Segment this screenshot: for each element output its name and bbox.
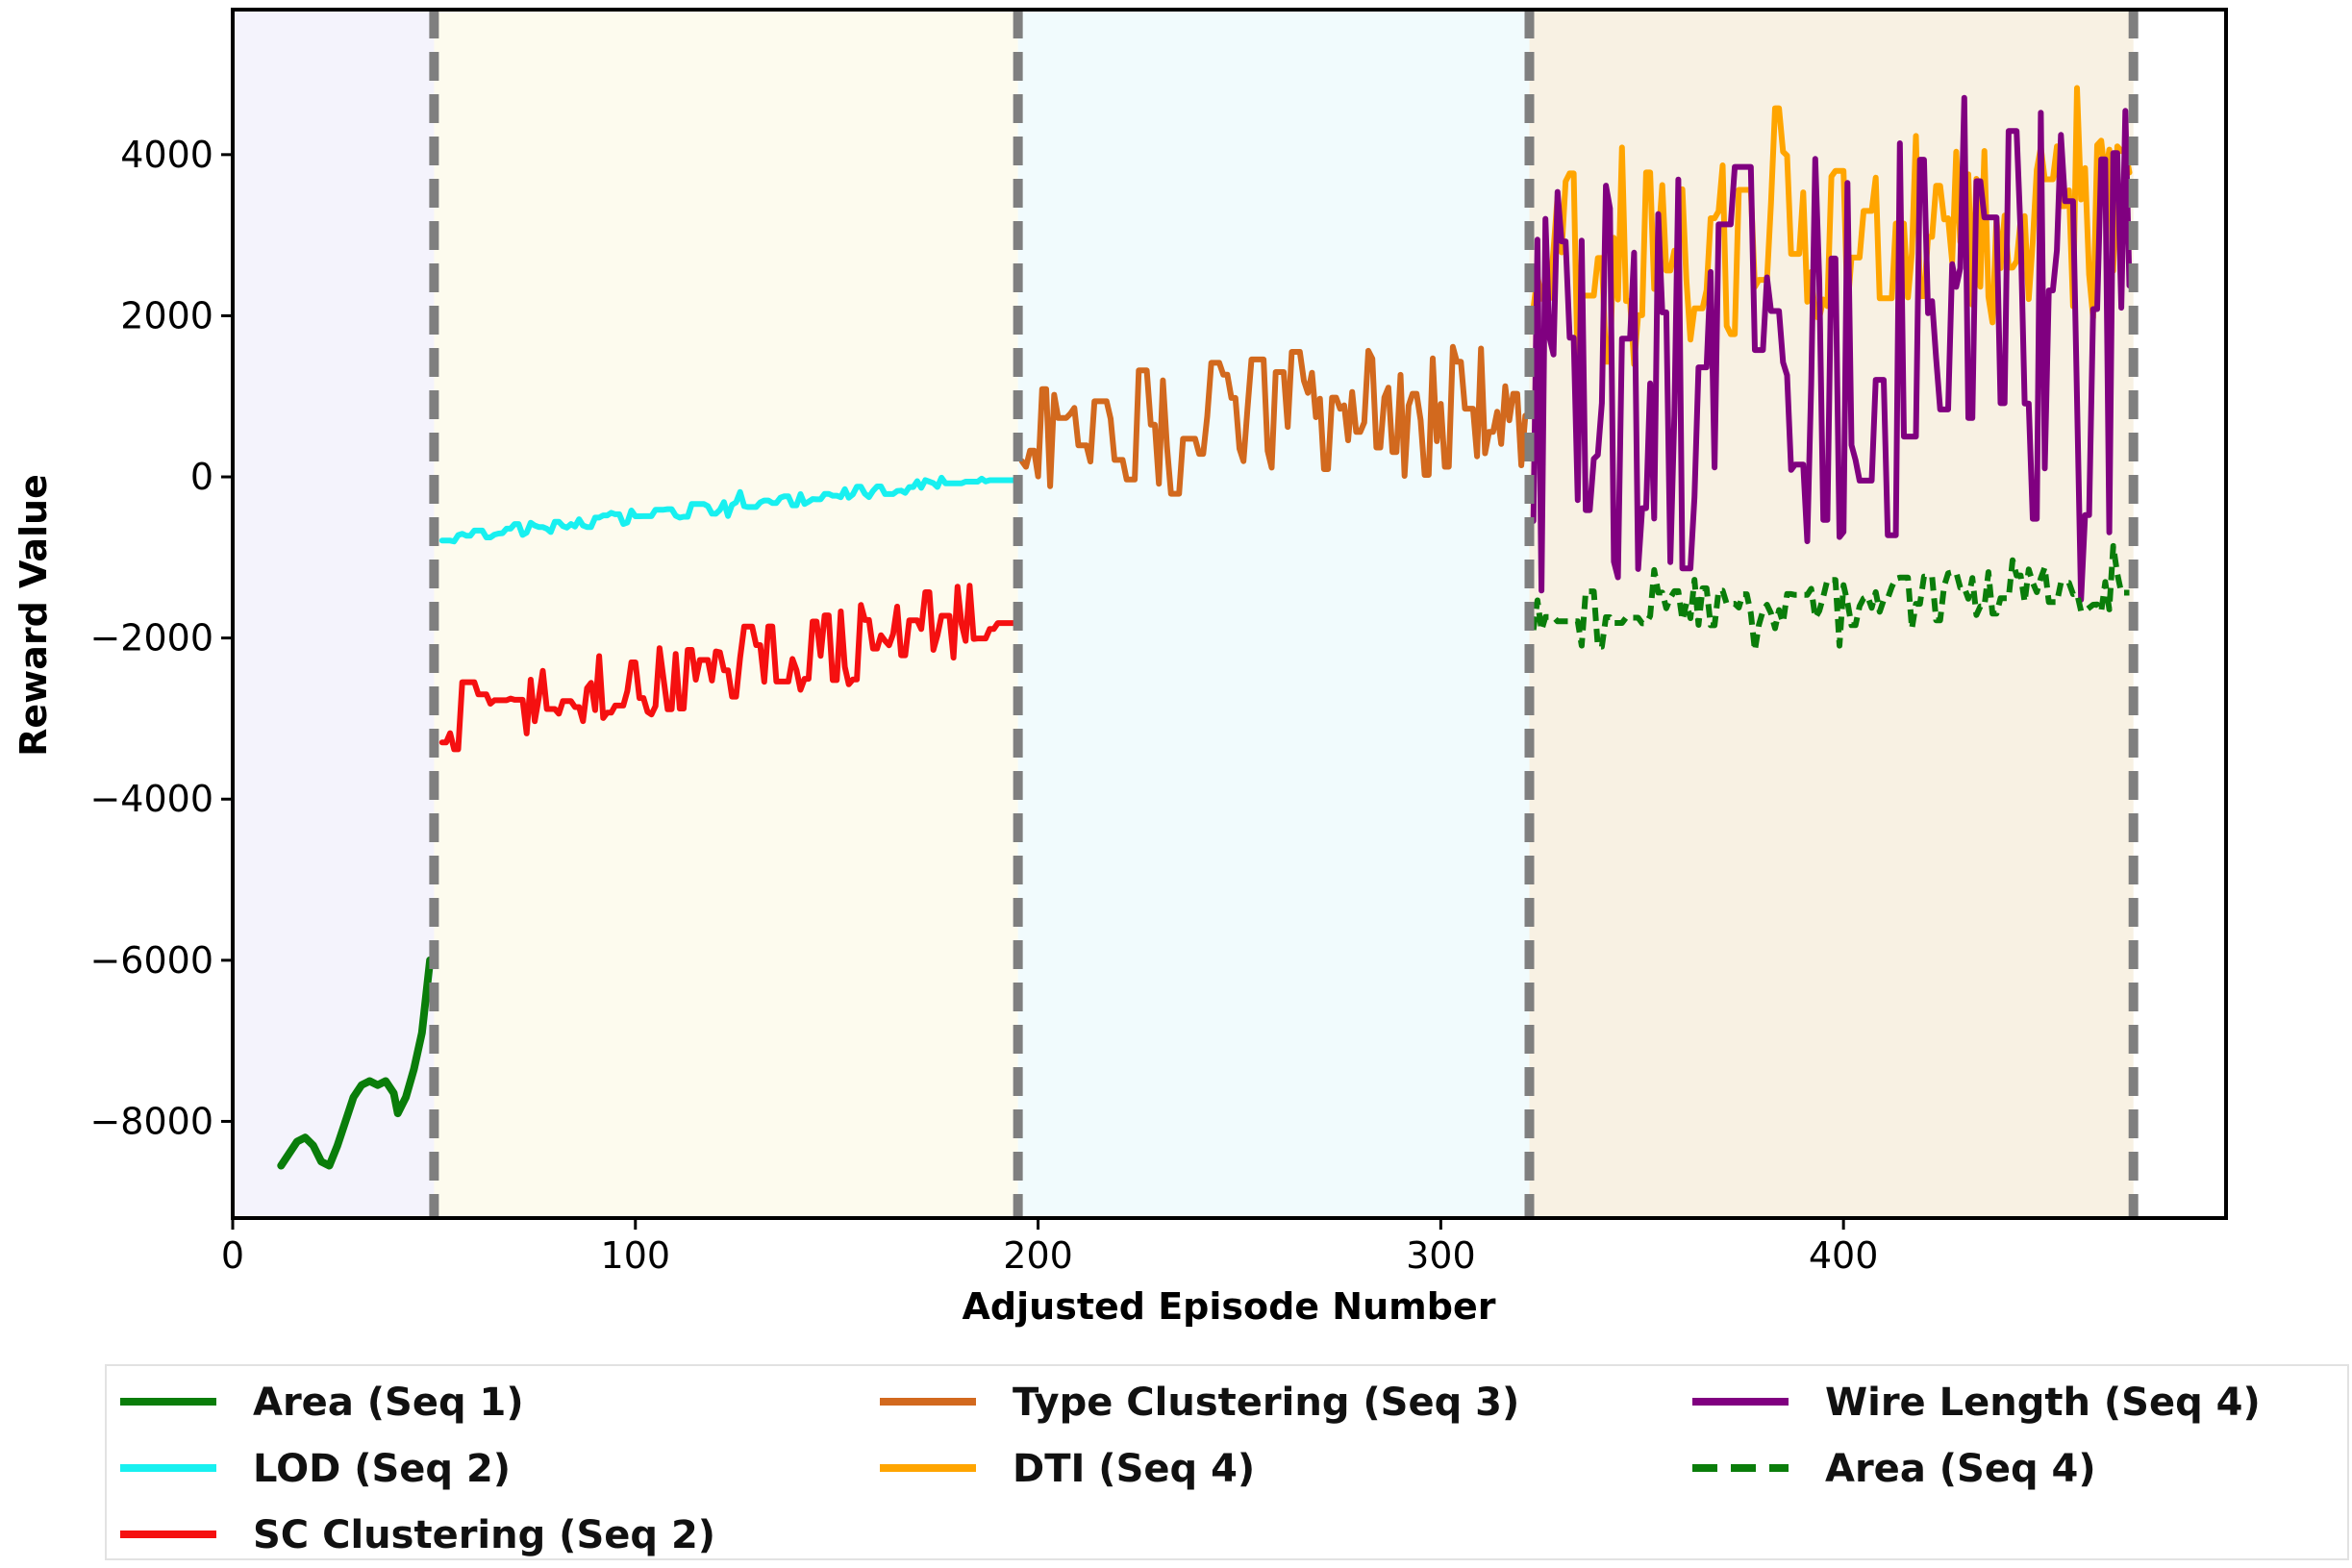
x-tick-label: 200 [1003, 1234, 1073, 1277]
legend-frame [105, 1364, 2349, 1560]
legend-label-wire-length-seq-4: Wire Length (Seq 4) [1825, 1381, 2261, 1425]
legend-label-type-clustering-seq-3: Type Clustering (Seq 3) [1013, 1381, 1519, 1425]
stage-region-3 [1017, 10, 1530, 1218]
legend-label-area-seq-1: Area (Seq 1) [253, 1381, 524, 1425]
legend-label-lod-seq-2: LOD (Seq 2) [253, 1447, 511, 1491]
y-tick-label: −2000 [89, 617, 213, 660]
y-tick-label: −4000 [89, 778, 213, 820]
legend-label-area-seq-4: Area (Seq 4) [1825, 1447, 2096, 1491]
x-tick-label: 300 [1406, 1234, 1476, 1277]
x-tick-label: 0 [221, 1234, 244, 1277]
axis-layer: 0 100 200 300 400 −8000 −6000 −4000 −2000 0 2000 40… [89, 134, 1878, 1277]
legend: Area (Seq 1) LOD (Seq 2) SC Clustering (Se… [105, 1364, 2349, 1560]
x-axis-label: Adjusted Episode Number [963, 1285, 1496, 1328]
legend-label-sc-clustering-seq-2: SC Clustering (Seq 2) [253, 1513, 715, 1557]
legend-label-dti-seq-4: DTI (Seq 4) [1013, 1447, 1255, 1491]
y-tick-label: −8000 [89, 1100, 213, 1142]
series-layer [277, 85, 2133, 1170]
series-line-wire-length-seq-4 [1530, 94, 2133, 603]
y-tick-label: −6000 [89, 939, 213, 982]
stage-boundary-layer [429, 10, 2139, 1218]
series-line-area-seq-4 [1530, 542, 2130, 654]
x-tick-label: 400 [1809, 1234, 1879, 1277]
plot-frame [231, 8, 2228, 1220]
series-line-area-seq-1 [277, 956, 435, 1170]
series-line-sc-clustering-seq-2 [438, 583, 1017, 753]
x-tick-label: 100 [601, 1234, 671, 1277]
y-tick-label: 2000 [120, 294, 213, 336]
series-line-lod-seq-2 [438, 474, 1017, 545]
y-tick-label: 0 [190, 456, 213, 498]
series-line-type-clustering-seq-3 [1018, 343, 1529, 497]
y-axis-label: Reward Value [13, 474, 55, 757]
stage-region-1 [233, 10, 435, 1218]
y-tick-label: 4000 [120, 134, 213, 176]
